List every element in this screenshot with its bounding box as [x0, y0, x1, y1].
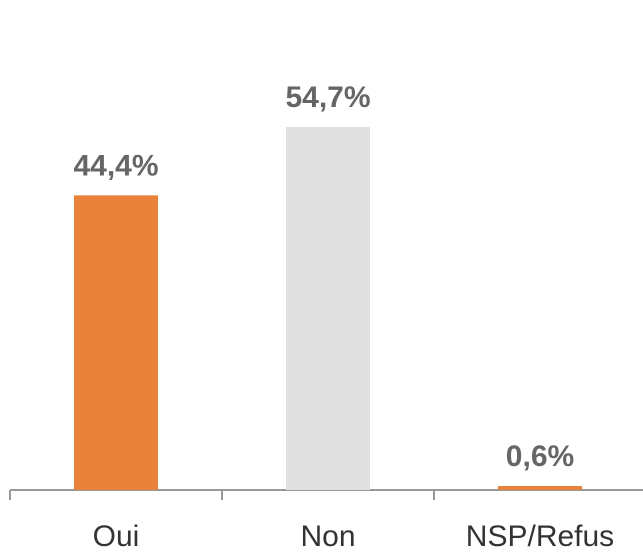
- x-tick-label: NSP/Refus: [466, 520, 614, 553]
- x-tick-label: Non: [300, 520, 355, 553]
- bar: [286, 127, 370, 490]
- bar: [498, 486, 582, 490]
- value-label: 44,4%: [73, 149, 158, 182]
- value-label: 0,6%: [506, 440, 574, 473]
- x-tick-label: Oui: [93, 520, 140, 553]
- bar: [74, 195, 158, 490]
- value-label: 54,7%: [285, 81, 370, 114]
